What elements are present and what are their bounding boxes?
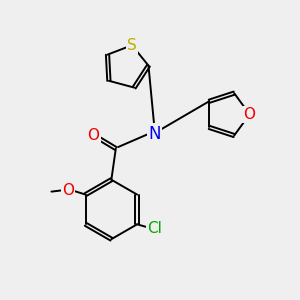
Text: Cl: Cl <box>148 221 162 236</box>
Text: O: O <box>88 128 100 142</box>
Text: N: N <box>148 125 161 143</box>
Text: S: S <box>127 38 137 53</box>
Text: O: O <box>62 183 74 198</box>
Text: O: O <box>244 107 256 122</box>
